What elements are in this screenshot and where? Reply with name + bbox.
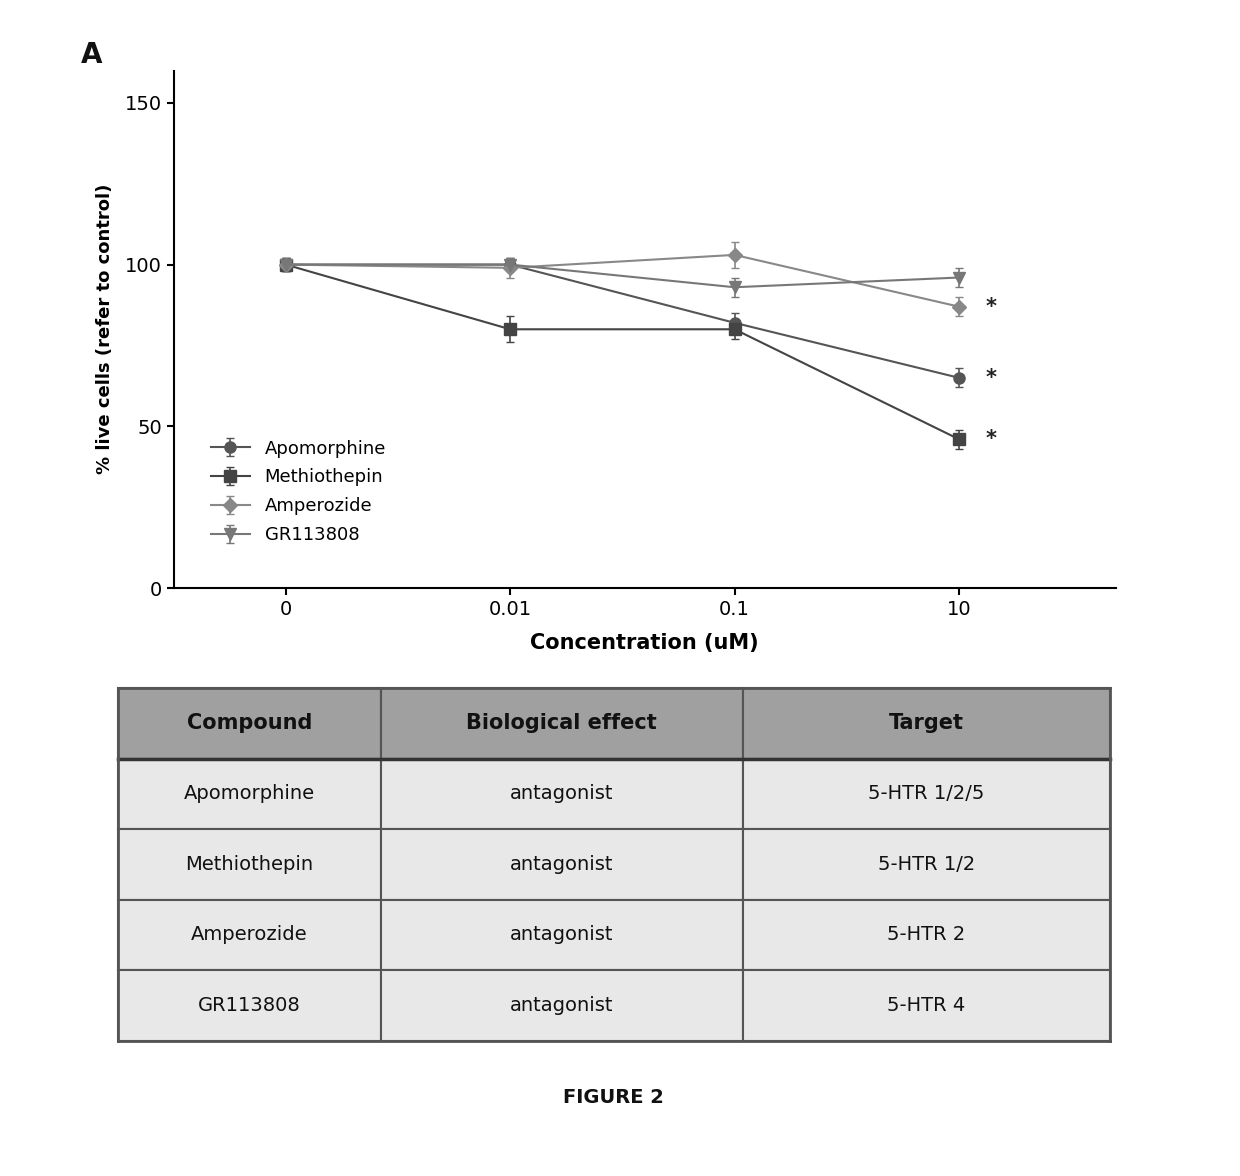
Text: 5-HTR 2: 5-HTR 2 — [887, 926, 966, 944]
Text: FIGURE 2: FIGURE 2 — [563, 1088, 665, 1107]
Text: 5-HTR 1/2/5: 5-HTR 1/2/5 — [868, 784, 985, 803]
Text: Target: Target — [889, 713, 963, 734]
Text: A: A — [81, 41, 102, 69]
Text: antagonist: antagonist — [510, 855, 614, 874]
Text: *: * — [986, 429, 997, 449]
Text: Methiothepin: Methiothepin — [185, 855, 314, 874]
Text: 5-HTR 4: 5-HTR 4 — [887, 996, 966, 1015]
Text: antagonist: antagonist — [510, 996, 614, 1015]
Text: *: * — [986, 368, 997, 388]
Text: *: * — [986, 296, 997, 316]
Text: Compound: Compound — [186, 713, 312, 734]
Text: 5-HTR 1/2: 5-HTR 1/2 — [878, 855, 975, 874]
Text: antagonist: antagonist — [510, 926, 614, 944]
Text: Amperozide: Amperozide — [191, 926, 308, 944]
Text: GR113808: GR113808 — [198, 996, 300, 1015]
Text: Biological effect: Biological effect — [466, 713, 657, 734]
Legend: Apomorphine, Methiothepin, Amperozide, GR113808: Apomorphine, Methiothepin, Amperozide, G… — [201, 430, 396, 553]
X-axis label: Concentration (uM): Concentration (uM) — [531, 633, 759, 653]
Text: antagonist: antagonist — [510, 784, 614, 803]
Y-axis label: % live cells (refer to control): % live cells (refer to control) — [95, 185, 114, 474]
Text: Apomorphine: Apomorphine — [184, 784, 315, 803]
